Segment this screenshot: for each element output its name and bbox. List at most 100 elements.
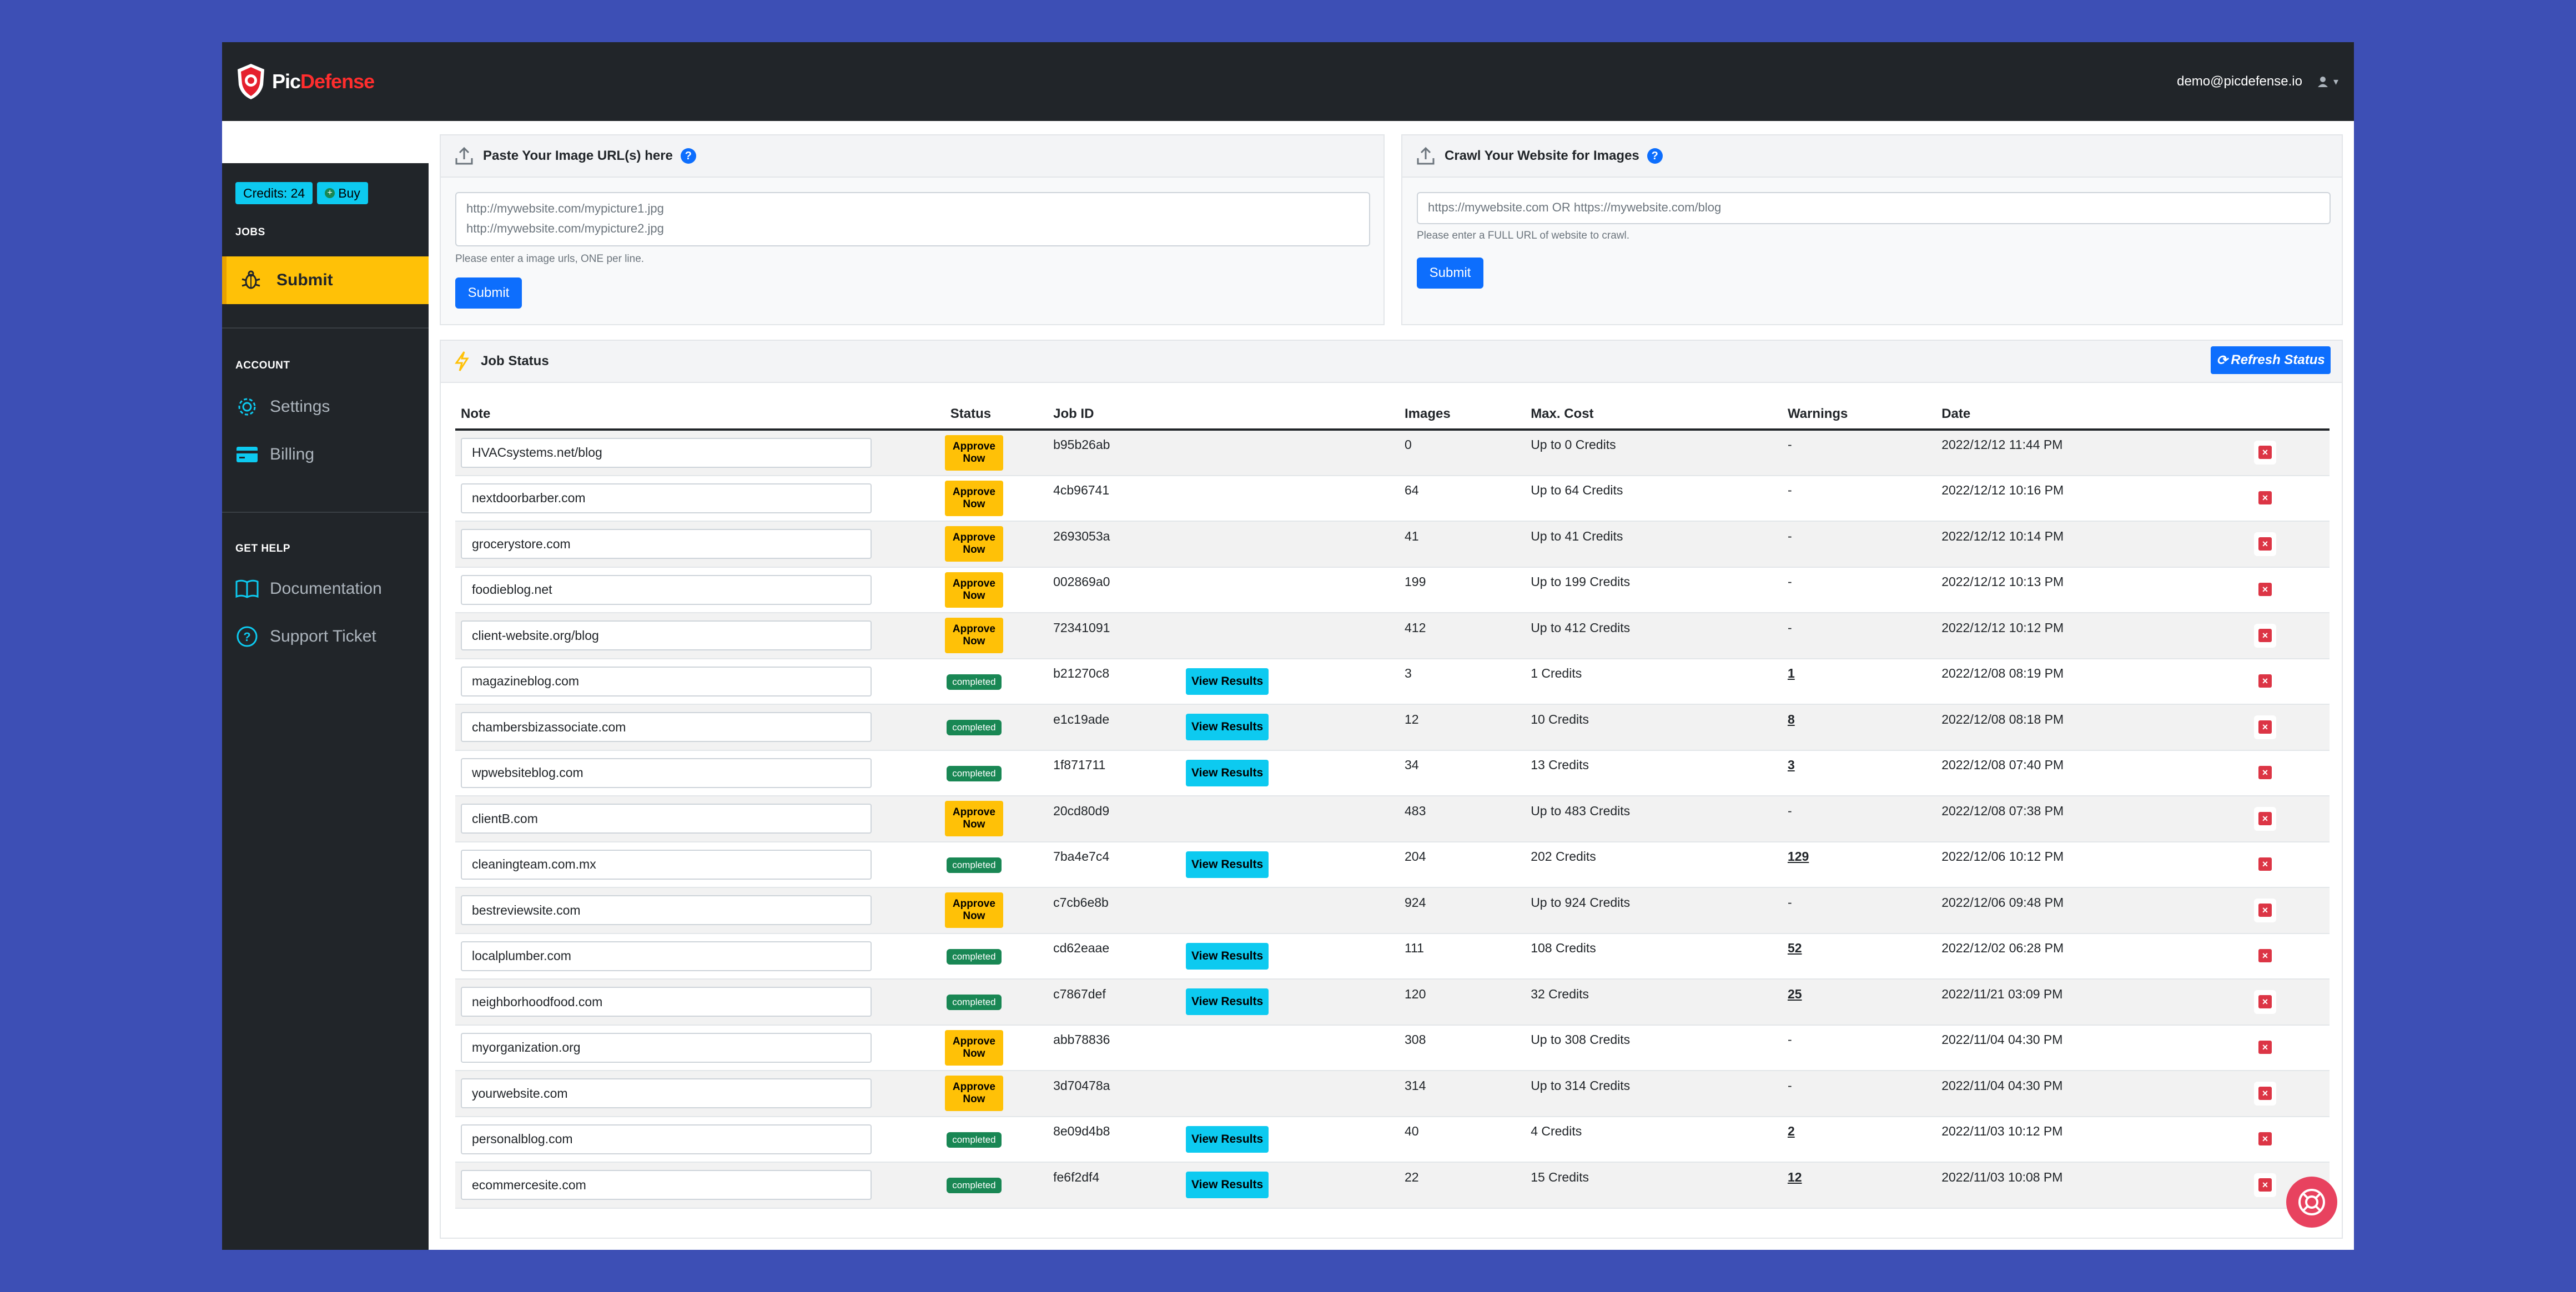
sidebar-item-support[interactable]: ? Support Ticket <box>235 625 376 648</box>
table-row: nextdoorbarber.com Approve Now 4cb96741 64 U… <box>455 475 2330 522</box>
note-input[interactable]: ecommercesite.com <box>461 1170 872 1200</box>
view-results-button[interactable]: View Results <box>1186 759 1269 786</box>
max-cost-cell: Up to 483 Credits <box>1525 796 1782 842</box>
status-cell: Approve Now <box>944 1071 1004 1117</box>
website-url-input[interactable]: https://mywebsite.com OR https://mywebsi… <box>1417 192 2331 224</box>
delete-button[interactable]: × <box>2254 1127 2276 1152</box>
sidebar-item-billing[interactable]: Billing <box>235 443 314 466</box>
note-input[interactable]: clientB.com <box>461 804 872 834</box>
images-value: 199 <box>1404 574 1426 589</box>
note-value: nextdoorbarber.com <box>472 491 586 506</box>
note-cell: foodieblog.net <box>455 567 945 613</box>
note-input[interactable]: personalblog.com <box>461 1124 872 1154</box>
approve-now-button[interactable]: Approve Now <box>944 1029 1004 1066</box>
note-input[interactable]: bestreviewsite.com <box>461 895 872 926</box>
warnings-value: - <box>1787 1032 1792 1047</box>
approve-now-button[interactable]: Approve Now <box>944 526 1004 562</box>
delete-button[interactable]: × <box>2254 532 2276 556</box>
image-urls-textarea[interactable]: http://mywebsite.com/mypicture1.jpg http… <box>455 192 1370 246</box>
note-input[interactable]: foodieblog.net <box>461 574 872 605</box>
refresh-status-button[interactable]: ⟳ Refresh Status <box>2211 346 2331 374</box>
actions-cell: View Results <box>1180 658 1399 705</box>
delete-button[interactable]: × <box>2254 441 2276 465</box>
warnings-link[interactable]: 8 <box>1787 711 1795 726</box>
warnings-link[interactable]: 52 <box>1787 941 1802 956</box>
note-input[interactable]: HVACsystems.net/blog <box>461 437 872 468</box>
warnings-link[interactable]: 12 <box>1787 1169 1802 1184</box>
refresh-status-label: Refresh Status <box>2231 352 2325 367</box>
job-id-value: c7867def <box>1053 986 1106 1001</box>
date-value: 2022/12/06 10:12 PM <box>1941 849 2064 864</box>
delete-button[interactable]: × <box>2254 990 2276 1014</box>
note-input[interactable]: chambersbizassociate.com <box>461 712 872 743</box>
delete-button[interactable]: × <box>2254 898 2276 922</box>
view-results-button[interactable]: View Results <box>1186 1172 1269 1199</box>
help-icon[interactable]: ? <box>1647 148 1663 164</box>
delete-button[interactable]: × <box>2254 623 2276 648</box>
note-input[interactable]: wpwebsiteblog.com <box>461 758 872 788</box>
sidebar-item-settings[interactable]: Settings <box>235 395 330 418</box>
crawl-website-panel: Crawl Your Website for Images ? https://… <box>1401 134 2343 325</box>
approve-now-button[interactable]: Approve Now <box>944 435 1004 471</box>
delete-button[interactable]: × <box>2254 669 2276 694</box>
view-results-button[interactable]: View Results <box>1186 988 1269 1016</box>
sidebar-item-documentation[interactable]: Documentation <box>235 577 382 600</box>
warnings-link[interactable]: 2 <box>1787 1124 1795 1139</box>
crawl-submit-button[interactable]: Submit <box>1417 258 1483 289</box>
job-id-cell: c7cb6e8b <box>1003 887 1181 934</box>
job-id-value: cd62eaae <box>1053 941 1110 956</box>
warnings-link[interactable]: 1 <box>1787 666 1795 681</box>
refresh-icon: ⟳ <box>2216 352 2228 368</box>
delete-button[interactable]: × <box>2254 806 2276 831</box>
delete-button[interactable]: × <box>2254 578 2276 602</box>
delete-button[interactable]: × <box>2254 944 2276 968</box>
delete-button[interactable]: × <box>2254 1081 2276 1106</box>
table-row: localplumber.com completed cd62eaae View Re… <box>455 933 2330 980</box>
approve-now-button[interactable]: Approve Now <box>944 572 1004 608</box>
paste-submit-button[interactable]: Submit <box>455 277 522 309</box>
warnings-link[interactable]: 25 <box>1787 986 1802 1001</box>
note-input[interactable]: myorganization.org <box>461 1032 872 1063</box>
chat-support-button[interactable] <box>2286 1177 2337 1228</box>
view-results-button[interactable]: View Results <box>1186 714 1269 741</box>
warnings-link[interactable]: 129 <box>1787 849 1809 864</box>
crawl-header: Crawl Your Website for Images ? <box>1402 135 2342 178</box>
note-input[interactable]: magazineblog.com <box>461 666 872 697</box>
credits-badge: Credits: 24 <box>235 182 313 204</box>
date-value: 2022/12/08 08:19 PM <box>1941 666 2064 681</box>
job-id-cell: 4cb96741 <box>1003 475 1181 522</box>
user-dropdown-icon[interactable]: ▾ <box>2317 75 2338 88</box>
note-input[interactable]: client-website.org/blog <box>461 620 872 651</box>
delete-button[interactable]: × <box>2254 1173 2276 1197</box>
buy-credits-button[interactable]: + Buy <box>317 182 368 204</box>
warnings-link[interactable]: 3 <box>1787 758 1795 773</box>
delete-button[interactable]: × <box>2254 715 2276 739</box>
book-icon <box>235 577 259 600</box>
help-icon[interactable]: ? <box>680 148 696 164</box>
approve-now-button[interactable]: Approve Now <box>944 892 1004 928</box>
approve-now-button[interactable]: Approve Now <box>944 1076 1004 1112</box>
note-input[interactable]: nextdoorbarber.com <box>461 483 872 513</box>
view-results-button[interactable]: View Results <box>1186 668 1269 695</box>
user-menu[interactable]: demo@picdefense.io ▾ <box>2177 74 2338 89</box>
view-results-button[interactable]: View Results <box>1186 851 1269 878</box>
note-input[interactable]: yourwebsite.com <box>461 1078 872 1109</box>
note-input[interactable]: cleaningteam.com.mx <box>461 849 872 880</box>
sidebar-item-submit[interactable]: Submit <box>222 256 429 304</box>
delete-cell: × <box>2248 704 2330 751</box>
approve-now-button[interactable]: Approve Now <box>944 480 1004 516</box>
delete-button[interactable]: × <box>2254 486 2276 511</box>
approve-now-button[interactable]: Approve Now <box>944 618 1004 654</box>
note-input[interactable]: grocerystore.com <box>461 529 872 559</box>
view-results-button[interactable]: View Results <box>1186 1126 1269 1153</box>
approve-now-button[interactable]: Approve Now <box>944 801 1004 837</box>
note-input[interactable]: neighborhoodfood.com <box>461 987 872 1017</box>
view-results-button[interactable]: View Results <box>1186 942 1269 970</box>
delete-button[interactable]: × <box>2254 1036 2276 1060</box>
note-value: personalblog.com <box>472 1132 573 1147</box>
delete-button[interactable]: × <box>2254 761 2276 785</box>
actions-cell <box>1180 796 1399 842</box>
delete-button[interactable]: × <box>2254 852 2276 877</box>
note-input[interactable]: localplumber.com <box>461 941 872 971</box>
logo[interactable]: PicDefense <box>233 62 375 102</box>
